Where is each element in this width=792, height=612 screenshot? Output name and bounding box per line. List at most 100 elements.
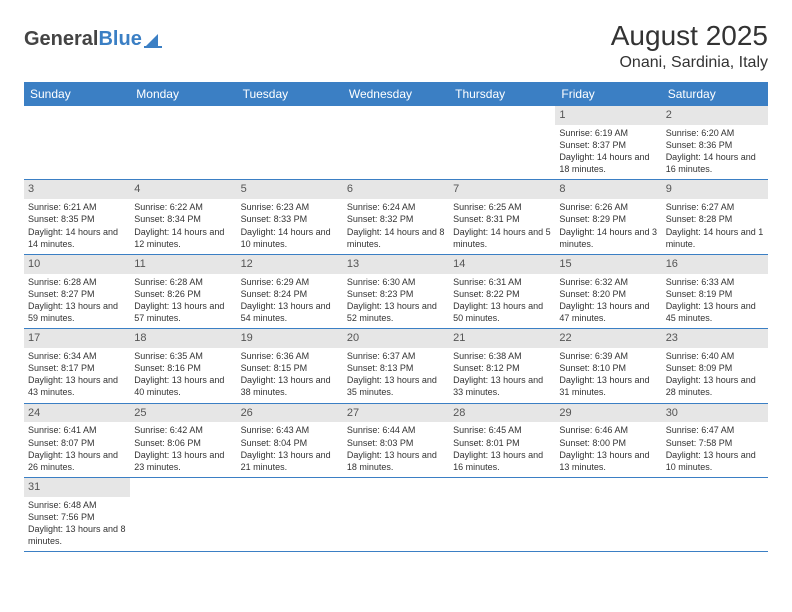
- day-detail: Sunrise: 6:19 AMSunset: 8:37 PMDaylight:…: [559, 127, 657, 176]
- day-detail: Sunrise: 6:40 AMSunset: 8:09 PMDaylight:…: [666, 350, 764, 399]
- day-number: 17: [24, 329, 130, 348]
- day-number: 28: [449, 404, 555, 423]
- day-cell: 16 Sunrise: 6:33 AMSunset: 8:19 PMDayligh…: [662, 254, 768, 328]
- day-number: 23: [662, 329, 768, 348]
- empty-cell: [130, 106, 236, 180]
- day-cell: 26Sunrise: 6:43 AMSunset: 8:04 PMDayligh…: [237, 403, 343, 477]
- empty-cell: [343, 106, 449, 180]
- day-detail: Sunrise: 6:24 AMSunset: 8:32 PMDaylight:…: [347, 201, 445, 250]
- day-detail: Sunrise: 6:48 AMSunset: 7:56 PMDaylight:…: [28, 499, 126, 548]
- day-detail: Sunrise: 6:28 AMSunset: 8:27 PMDaylight:…: [28, 276, 126, 325]
- day-detail: Sunrise: 6:32 AMSunset: 8:20 PMDaylight:…: [559, 276, 657, 325]
- day-detail: Sunrise: 6:34 AMSunset: 8:17 PMDaylight:…: [28, 350, 126, 399]
- weekday-header: Wednesday: [343, 82, 449, 106]
- day-cell: 7 Sunrise: 6:25 AMSunset: 8:31 PMDaylight…: [449, 180, 555, 254]
- empty-cell: [662, 478, 768, 552]
- day-detail: Sunrise: 6:25 AMSunset: 8:31 PMDaylight:…: [453, 201, 551, 250]
- day-number: 12: [237, 255, 343, 274]
- day-cell: 13 Sunrise: 6:30 AMSunset: 8:23 PMDayligh…: [343, 254, 449, 328]
- day-number: 21: [449, 329, 555, 348]
- day-detail: Sunrise: 6:47 AMSunset: 7:58 PMDaylight:…: [666, 424, 764, 473]
- day-cell: 27Sunrise: 6:44 AMSunset: 8:03 PMDayligh…: [343, 403, 449, 477]
- day-cell: 28Sunrise: 6:45 AMSunset: 8:01 PMDayligh…: [449, 403, 555, 477]
- day-detail: Sunrise: 6:26 AMSunset: 8:29 PMDaylight:…: [559, 201, 657, 250]
- day-cell: 17 Sunrise: 6:34 AMSunset: 8:17 PMDayligh…: [24, 329, 130, 403]
- day-cell: 11 Sunrise: 6:28 AMSunset: 8:26 PMDayligh…: [130, 254, 236, 328]
- day-detail: Sunrise: 6:20 AMSunset: 8:36 PMDaylight:…: [666, 127, 764, 176]
- day-detail: Sunrise: 6:29 AMSunset: 8:24 PMDaylight:…: [241, 276, 339, 325]
- day-cell: 20Sunrise: 6:37 AMSunset: 8:13 PMDayligh…: [343, 329, 449, 403]
- day-cell: 4Sunrise: 6:22 AMSunset: 8:34 PMDaylight…: [130, 180, 236, 254]
- day-number: 11: [130, 255, 236, 274]
- day-cell: 3 Sunrise: 6:21 AMSunset: 8:35 PMDaylight…: [24, 180, 130, 254]
- day-detail: Sunrise: 6:41 AMSunset: 8:07 PMDaylight:…: [28, 424, 126, 473]
- empty-cell: [24, 106, 130, 180]
- empty-cell: [555, 478, 661, 552]
- day-detail: Sunrise: 6:38 AMSunset: 8:12 PMDaylight:…: [453, 350, 551, 399]
- logo-sail-icon: [144, 32, 164, 48]
- day-cell: 22 Sunrise: 6:39 AMSunset: 8:10 PMDayligh…: [555, 329, 661, 403]
- day-number: 22: [555, 329, 661, 348]
- day-cell: 19Sunrise: 6:36 AMSunset: 8:15 PMDayligh…: [237, 329, 343, 403]
- weekday-header-row: SundayMondayTuesdayWednesdayThursdayFrid…: [24, 82, 768, 106]
- day-detail: Sunrise: 6:33 AMSunset: 8:19 PMDaylight:…: [666, 276, 764, 325]
- day-cell: 8 Sunrise: 6:26 AMSunset: 8:29 PMDaylight…: [555, 180, 661, 254]
- weekday-header: Saturday: [662, 82, 768, 106]
- day-number: 26: [237, 404, 343, 423]
- logo-text-2: Blue: [98, 28, 141, 51]
- day-detail: Sunrise: 6:37 AMSunset: 8:13 PMDaylight:…: [347, 350, 445, 399]
- day-cell: 25Sunrise: 6:42 AMSunset: 8:06 PMDayligh…: [130, 403, 236, 477]
- weekday-header: Tuesday: [237, 82, 343, 106]
- day-cell: 23 Sunrise: 6:40 AMSunset: 8:09 PMDayligh…: [662, 329, 768, 403]
- day-number: 6: [343, 180, 449, 199]
- empty-cell: [449, 106, 555, 180]
- weekday-header: Thursday: [449, 82, 555, 106]
- calendar-table: SundayMondayTuesdayWednesdayThursdayFrid…: [24, 82, 768, 552]
- day-number: 16: [662, 255, 768, 274]
- day-cell: 1 Sunrise: 6:19 AMSunset: 8:37 PMDaylight…: [555, 106, 661, 180]
- weekday-header: Friday: [555, 82, 661, 106]
- day-cell: 12 Sunrise: 6:29 AMSunset: 8:24 PMDayligh…: [237, 254, 343, 328]
- day-number: 1: [555, 106, 661, 125]
- day-number: 15: [555, 255, 661, 274]
- day-detail: Sunrise: 6:35 AMSunset: 8:16 PMDaylight:…: [134, 350, 232, 399]
- day-cell: 14Sunrise: 6:31 AMSunset: 8:22 PMDayligh…: [449, 254, 555, 328]
- day-detail: Sunrise: 6:44 AMSunset: 8:03 PMDaylight:…: [347, 424, 445, 473]
- title-block: August 2025 Onani, Sardinia, Italy: [611, 20, 768, 72]
- day-number: 8: [555, 180, 661, 199]
- day-detail: Sunrise: 6:21 AMSunset: 8:35 PMDaylight:…: [28, 201, 126, 250]
- day-detail: Sunrise: 6:23 AMSunset: 8:33 PMDaylight:…: [241, 201, 339, 250]
- calendar-body: 1 Sunrise: 6:19 AMSunset: 8:37 PMDaylight…: [24, 106, 768, 552]
- calendar-row: 10Sunrise: 6:28 AMSunset: 8:27 PMDayligh…: [24, 254, 768, 328]
- weekday-header: Sunday: [24, 82, 130, 106]
- day-detail: Sunrise: 6:31 AMSunset: 8:22 PMDaylight:…: [453, 276, 551, 325]
- day-cell: 15 Sunrise: 6:32 AMSunset: 8:20 PMDayligh…: [555, 254, 661, 328]
- day-detail: Sunrise: 6:45 AMSunset: 8:01 PMDaylight:…: [453, 424, 551, 473]
- day-number: 13: [343, 255, 449, 274]
- day-cell: 10Sunrise: 6:28 AMSunset: 8:27 PMDayligh…: [24, 254, 130, 328]
- day-cell: 24Sunrise: 6:41 AMSunset: 8:07 PMDayligh…: [24, 403, 130, 477]
- day-detail: Sunrise: 6:46 AMSunset: 8:00 PMDaylight:…: [559, 424, 657, 473]
- location: Onani, Sardinia, Italy: [611, 54, 768, 72]
- day-number: 7: [449, 180, 555, 199]
- day-number: 4: [130, 180, 236, 199]
- day-cell: 5 Sunrise: 6:23 AMSunset: 8:33 PMDaylight…: [237, 180, 343, 254]
- empty-cell: [130, 478, 236, 552]
- day-detail: Sunrise: 6:27 AMSunset: 8:28 PMDaylight:…: [666, 201, 764, 250]
- day-cell: 9 Sunrise: 6:27 AMSunset: 8:28 PMDaylight…: [662, 180, 768, 254]
- day-number: 25: [130, 404, 236, 423]
- day-number: 3: [24, 180, 130, 199]
- day-detail: Sunrise: 6:28 AMSunset: 8:26 PMDaylight:…: [134, 276, 232, 325]
- day-number: 2: [662, 106, 768, 125]
- day-number: 9: [662, 180, 768, 199]
- day-detail: Sunrise: 6:30 AMSunset: 8:23 PMDaylight:…: [347, 276, 445, 325]
- day-detail: Sunrise: 6:39 AMSunset: 8:10 PMDaylight:…: [559, 350, 657, 399]
- day-number: 5: [237, 180, 343, 199]
- day-cell: 31Sunrise: 6:48 AMSunset: 7:56 PMDayligh…: [24, 478, 130, 552]
- day-detail: Sunrise: 6:36 AMSunset: 8:15 PMDaylight:…: [241, 350, 339, 399]
- day-number: 29: [555, 404, 661, 423]
- day-number: 18: [130, 329, 236, 348]
- day-number: 30: [662, 404, 768, 423]
- day-cell: 21 Sunrise: 6:38 AMSunset: 8:12 PMDayligh…: [449, 329, 555, 403]
- month-title: August 2025: [611, 20, 768, 52]
